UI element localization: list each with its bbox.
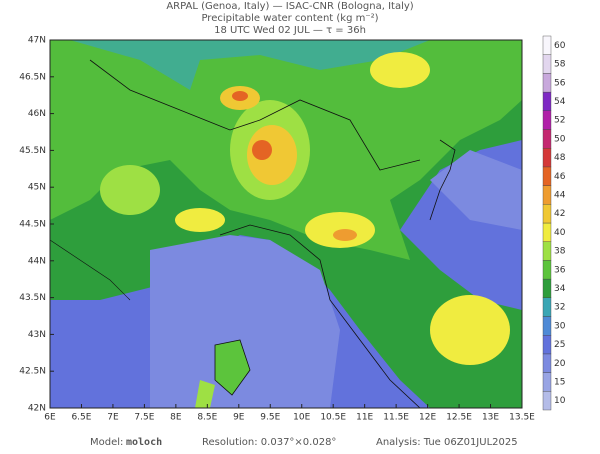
colorbar-label: 10 [554, 396, 566, 406]
lon-label: 9.5E [260, 413, 280, 423]
colorbar-label: 42 [554, 209, 565, 219]
footer-resolution: Resolution: 0.037°×0.028° [202, 437, 336, 448]
lat-label: 46.5N [19, 72, 46, 82]
colorbar-label: 48 [554, 153, 566, 163]
lon-label: 6E [44, 413, 56, 423]
colorbar-cell [542, 110, 552, 130]
lon-label: 11E [356, 413, 373, 423]
lat-label: 45N [28, 183, 46, 193]
lon-label: 13.5E [509, 413, 535, 423]
colorbar-label: 20 [554, 359, 566, 369]
colorbar-label: 32 [554, 303, 565, 313]
colorbar-label: 44 [554, 190, 566, 200]
colorbar-cell [542, 241, 552, 261]
footer-analysis: Analysis: Tue 06Z01JUL2025 [376, 437, 518, 448]
colorbar-cell [542, 297, 552, 317]
colorbar-cell [542, 391, 552, 411]
colorbar-cell [542, 54, 552, 74]
model-name: moloch [126, 437, 162, 448]
colorbar-label: 38 [554, 247, 566, 257]
colorbar-label: 46 [554, 172, 566, 182]
colorbar-cell [542, 35, 552, 55]
colorbar-label: 30 [554, 321, 566, 331]
colorbar-cell [542, 204, 552, 224]
lon-label: 8E [170, 413, 182, 423]
colorbar-cell [542, 222, 552, 242]
lat-label: 42.5N [19, 367, 46, 377]
lat-label: 44.5N [19, 220, 46, 230]
lon-label: 7.5E [134, 413, 154, 423]
lon-label: 9E [233, 413, 245, 423]
lon-label: 12.5E [446, 413, 472, 423]
lon-label: 7E [107, 413, 119, 423]
lat-label: 43.5N [19, 293, 46, 303]
colorbar-cell [542, 147, 552, 168]
colorbar-label: 50 [554, 134, 566, 144]
colorbar-label: 60 [554, 41, 566, 51]
colorbar-label: 54 [554, 97, 566, 107]
map-field [49, 39, 523, 409]
lat-label: 46N [28, 109, 46, 119]
header-line: Precipitable water content (kg m⁻²) [201, 13, 378, 24]
colorbar-cell [542, 91, 552, 111]
colorbar-label: 34 [554, 284, 566, 294]
lat-label: 42N [28, 404, 46, 414]
colorbar-cell [542, 353, 552, 373]
header-line: ARPAL (Genoa, Italy) — ISAC-CNR (Bologna… [166, 1, 413, 12]
lat-label: 43N [28, 330, 46, 340]
colorbar-label: 15 [554, 377, 565, 387]
colorbar-cell [542, 73, 552, 93]
lon-label: 13E [482, 413, 499, 423]
colorbar-label: 25 [554, 340, 565, 350]
colorbar-cell [542, 129, 552, 149]
colorbar-cell [542, 335, 552, 355]
colorbar-cell [542, 316, 552, 336]
colorbar-cell [542, 372, 552, 392]
lon-label: 12E [419, 413, 436, 423]
colorbar-label: 40 [554, 228, 566, 238]
colorbar-cell [542, 185, 552, 205]
lon-label: 10.5E [320, 413, 346, 423]
colorbar-cell [542, 166, 552, 186]
latitude-labels: 47N 46.5N 46N 45.5N 45N 44.5N 44N 43.5N 43N 42.5N… [19, 36, 54, 414]
lon-label: 10E [293, 413, 310, 423]
footer-label: Model: [90, 437, 123, 448]
lon-label: 6.5E [71, 413, 91, 423]
colorbar-cell [542, 260, 552, 280]
colorbar-label: 36 [554, 265, 566, 275]
colorbar-label: 58 [554, 60, 566, 70]
lon-label: 8.5E [197, 413, 217, 423]
lat-label: 44N [28, 256, 46, 266]
colorbar-label: 52 [554, 116, 565, 126]
colorbar-label: 56 [554, 78, 566, 88]
lon-label: 11.5E [383, 413, 409, 423]
colorbar-cell [542, 278, 552, 299]
lat-label: 45.5N [19, 146, 46, 156]
header-line: 18 UTC Wed 02 JUL — τ = 36h [214, 25, 366, 36]
longitude-labels: 6E 6.5E 7E 7.5E 8E 8.5E 9E 9.5E 10E 10.5E 11E 11.5E… [44, 404, 535, 423]
lat-label: 47N [28, 36, 46, 46]
colorbar: 10 15 20 25 30 32 34 36 38 40 42 44 46 48 50 52 54 56 58 60 [542, 35, 566, 411]
